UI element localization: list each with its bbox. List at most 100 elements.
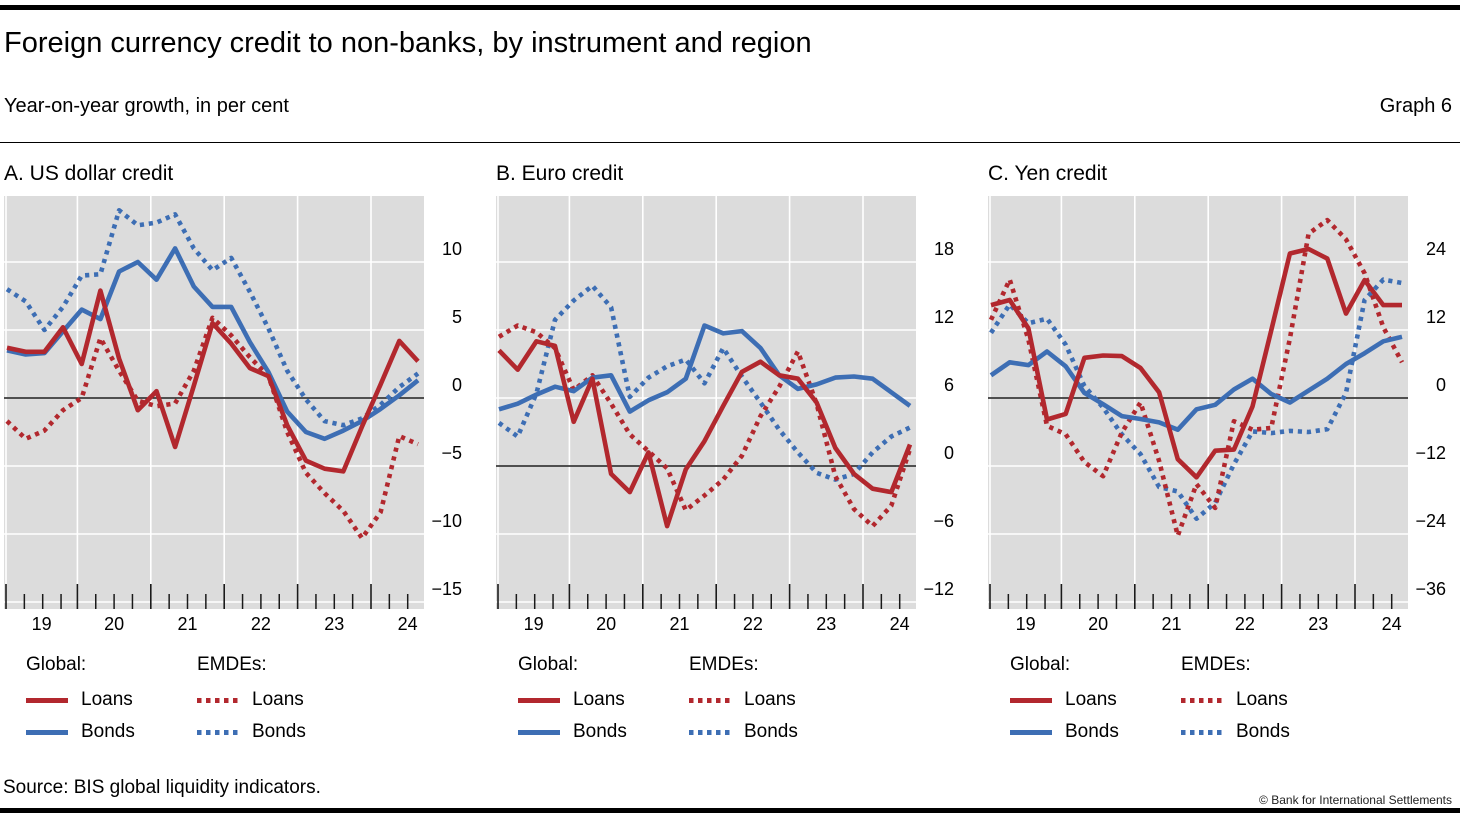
x-tick-label: 22 — [1234, 614, 1255, 634]
series-line-emdes-bonds — [989, 277, 1403, 522]
series-line-emdes-bonds — [5, 208, 420, 428]
y-tick-label: −12 — [923, 579, 954, 599]
legend-group-header: Global: — [1010, 654, 1071, 675]
legend-item: Bonds — [518, 716, 689, 748]
series-line-emdes-loans — [5, 315, 419, 541]
legend-item: Bonds — [26, 716, 197, 748]
y-tick-label: 0 — [1435, 375, 1446, 395]
solid-red-line-swatch — [1010, 697, 1052, 703]
panel-title: B. Euro credit — [496, 162, 624, 185]
legend-item: Bonds — [1181, 716, 1290, 748]
legend-item: Loans — [518, 684, 689, 716]
y-axis-labels: 18 12 6 0 −6 −12 — [916, 196, 955, 609]
x-tick-label: 19 — [523, 614, 544, 634]
dotted-blue-line-swatch — [197, 729, 239, 735]
graph-number-label: Graph 6 — [1379, 95, 1452, 117]
x-tick-label: 22 — [742, 614, 763, 634]
y-tick-label: 6 — [943, 375, 954, 395]
x-tick-label: 20 — [1088, 614, 1109, 634]
chart-svg — [988, 196, 1408, 609]
legend-item: Bonds — [197, 716, 306, 748]
y-tick-label: −12 — [1415, 443, 1446, 463]
x-tick-label: 21 — [1161, 614, 1182, 634]
x-tick-label: 23 — [324, 614, 345, 634]
x-axis-labels: 19 20 21 22 23 24 — [988, 609, 1408, 636]
x-tick-label: 23 — [1308, 614, 1329, 634]
legend-item-label: Bonds — [1065, 721, 1119, 742]
top-rule-bar — [0, 5, 1460, 10]
legend-item: Loans — [1010, 684, 1181, 716]
bottom-rule-bar — [0, 808, 1460, 813]
legend-item-label: Bonds — [1236, 721, 1290, 742]
legend-item-label: Bonds — [573, 721, 627, 742]
series-line-emdes-loans — [988, 217, 1405, 539]
y-axis-labels: 10 5 0 −5 −10 −15 — [424, 196, 463, 609]
series-line-emdes-bonds — [497, 283, 911, 482]
x-tick-label: 22 — [250, 614, 271, 634]
y-tick-label: 0 — [451, 375, 462, 395]
dotted-blue-line-swatch — [1181, 729, 1223, 735]
dotted-blue-line-swatch — [689, 729, 731, 735]
chart-legend: Global: Loans Bonds EMDEs: Loans — [496, 650, 955, 748]
x-tick-label: 23 — [816, 614, 837, 634]
y-tick-label: 5 — [451, 307, 462, 327]
page-title: Foreign currency credit to non-banks, by… — [4, 27, 812, 59]
legend-item-label: Loans — [744, 689, 796, 710]
legend-item-label: Loans — [1236, 689, 1288, 710]
legend-item: Bonds — [1010, 716, 1181, 748]
chart-svg — [4, 196, 424, 609]
x-axis-labels: 19 20 21 22 23 24 — [496, 609, 916, 636]
legend-group-header: EMDEs: — [197, 654, 267, 675]
solid-blue-line-swatch — [26, 729, 68, 735]
legend-group-header: EMDEs: — [689, 654, 759, 675]
legend-item: Loans — [689, 684, 798, 716]
dotted-red-line-swatch — [689, 697, 731, 703]
copyright-note: © Bank for International Settlements — [1259, 793, 1452, 807]
x-tick-label: 21 — [669, 614, 690, 634]
y-axis-labels: 24 12 0 −12 −24 −36 — [1408, 196, 1447, 609]
panel-yen-credit: C. Yen credit 24 12 0 −12 −24 −36 19 20 21 22 23 2… — [988, 162, 1447, 748]
series-line-global-loans — [6, 288, 420, 474]
y-tick-label: 0 — [943, 443, 954, 463]
chart-svg — [496, 196, 916, 609]
y-tick-label: 12 — [933, 307, 954, 327]
legend-item-label: Loans — [1065, 689, 1117, 710]
panel-title: A. US dollar credit — [4, 162, 174, 185]
plot-background — [496, 196, 916, 609]
solid-blue-line-swatch — [518, 729, 560, 735]
x-tick-label: 19 — [1015, 614, 1036, 634]
legend-item-label: Bonds — [252, 721, 306, 742]
legend-item: Loans — [197, 684, 306, 716]
plot-background — [4, 196, 424, 609]
x-tick-label: 24 — [397, 614, 418, 634]
legend-item-label: Loans — [573, 689, 625, 710]
legend-item: Loans — [26, 684, 197, 716]
chart-legend: Global: Loans Bonds EMDEs: Loans — [4, 650, 463, 748]
y-tick-label: −15 — [431, 579, 462, 599]
chart-plot-area — [988, 196, 1408, 609]
legend-item-label: Loans — [252, 689, 304, 710]
legend-group-header: Global: — [26, 654, 87, 675]
x-tick-label: 24 — [889, 614, 910, 634]
series-line-global-bonds — [989, 334, 1403, 432]
dotted-red-line-swatch — [197, 697, 239, 703]
legend-item: Bonds — [689, 716, 798, 748]
series-line-global-loans — [990, 246, 1402, 480]
dotted-red-line-swatch — [1181, 697, 1223, 703]
y-tick-label: −10 — [431, 511, 462, 531]
panel-title: C. Yen credit — [988, 162, 1108, 185]
chart-panels-row: A. US dollar credit 10 5 0 −5 −10 −15 19 20 21 2… — [4, 162, 1447, 748]
x-tick-label: 21 — [177, 614, 198, 634]
y-tick-label: −24 — [1415, 511, 1446, 531]
chart-plot-area — [496, 196, 916, 609]
y-tick-label: 18 — [933, 239, 954, 259]
page-subtitle: Year-on-year growth, in per cent — [4, 95, 289, 117]
y-tick-label: −36 — [1415, 579, 1446, 599]
y-tick-label: −5 — [441, 443, 462, 463]
x-tick-label: 20 — [104, 614, 125, 634]
panel-euro-credit: B. Euro credit 18 12 6 0 −6 −12 19 20 21 22 23 24 … — [496, 162, 955, 748]
header-rule — [0, 142, 1460, 143]
y-tick-label: −6 — [933, 511, 954, 531]
series-line-global-loans — [497, 339, 913, 529]
x-tick-label: 19 — [31, 614, 52, 634]
